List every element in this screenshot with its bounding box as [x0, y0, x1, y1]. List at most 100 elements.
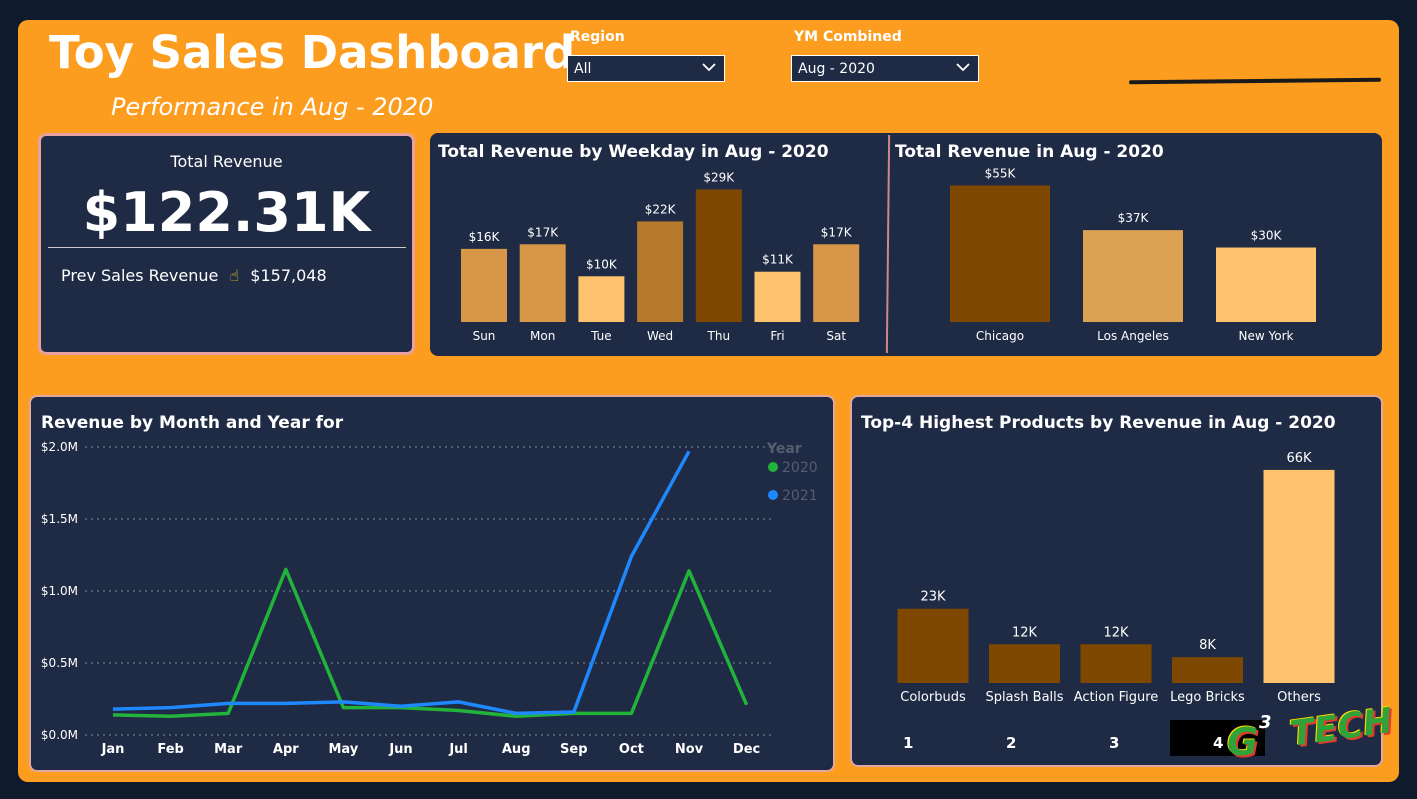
data-label: 8K [1199, 638, 1216, 653]
data-label: $11K [762, 253, 794, 267]
region-slicer[interactable]: All [567, 55, 725, 82]
x-tick-label: Jun [388, 742, 412, 757]
y-tick-label: $0.5M [41, 656, 78, 670]
pointing-up-icon: ☝ [229, 266, 240, 285]
x-tick-label: Mar [214, 742, 243, 757]
category-label: Colorbuds [900, 690, 966, 705]
x-tick-label: Jan [101, 742, 125, 757]
bar-lego-bricks [1172, 657, 1243, 683]
category-label: Lego Bricks [1170, 690, 1245, 705]
category-label: Fri [770, 329, 784, 343]
x-tick-label: Feb [157, 742, 183, 757]
monthly-line-card: Revenue by Month and Year for $0.0M $0.5M… [29, 395, 835, 772]
g3-logo-g: G [1227, 720, 1259, 764]
x-tick-label: Oct [619, 742, 644, 757]
category-label: Others [1277, 690, 1321, 705]
category-label: Action Figure [1074, 690, 1159, 705]
bar-los-angeles [1083, 230, 1183, 322]
x-tick-label: Aug [502, 742, 531, 757]
rank-4-box: 4 [1170, 720, 1265, 756]
bar-thu [695, 189, 742, 322]
x-tick-label: Sep [560, 742, 588, 757]
bar-action-figure [1080, 644, 1152, 683]
revenue-bars-card: Total Revenue by Weekday in Aug - 2020 T… [430, 133, 1382, 356]
bar-others [1263, 469, 1335, 683]
chevron-down-icon [954, 58, 972, 80]
bar-new-york [1216, 247, 1316, 322]
y-tick-label: $2.0M [41, 440, 78, 454]
data-label: $30K [1251, 229, 1283, 243]
category-label: Chicago [976, 329, 1024, 343]
line-chart-title: Revenue by Month and Year for [41, 413, 344, 433]
bar-chicago [950, 185, 1050, 322]
kpi-value: $122.31K [82, 181, 371, 244]
data-label: $17K [527, 225, 559, 239]
monthly-line-chart: $0.0M $0.5M $1.0M $1.5M $2.0M Jan Feb Mar Apr May… [41, 440, 818, 757]
chevron-down-icon [700, 58, 718, 80]
kpi-label: Total Revenue [170, 152, 283, 171]
x-tick-label: Nov [675, 742, 704, 757]
category-label: Sun [473, 329, 496, 343]
legend-label-2021: 2021 [782, 488, 818, 504]
city-bar-chart: $55K Chicago $37K Los Angeles $30K New York [950, 166, 1316, 343]
bar-mon [519, 244, 566, 322]
category-label: Splash Balls [985, 690, 1063, 705]
series-line-2021 [112, 450, 691, 716]
kpi-card: Total Revenue $122.31K Prev Sales Revenu… [38, 133, 415, 355]
kpi-divider [48, 247, 406, 248]
products-bar-chart: 23K Colorbuds 12K Splash Balls 12K Action Fig… [897, 451, 1335, 705]
data-label: 12K [1012, 625, 1038, 640]
products-card: Top-4 Highest Products by Revenue in Aug… [850, 395, 1383, 767]
prev-revenue-label: Prev Sales Revenue [61, 266, 219, 285]
category-label: Tue [590, 329, 612, 343]
bar-splash-balls [989, 644, 1060, 683]
weekday-bar-chart: $16K Sun $17K Mon $10K Tue $22K Wed $29K Thu $11K F… [461, 170, 860, 343]
rank-2: 2 [1006, 734, 1017, 752]
city-chart-title: Total Revenue in Aug - 2020 [895, 142, 1164, 162]
legend-label-2020: 2020 [782, 460, 818, 476]
legend-title: Year [766, 441, 802, 457]
x-tick-label: Apr [273, 742, 299, 757]
data-label: 66K [1286, 451, 1312, 466]
g3-logo-sup: 3 [1259, 712, 1272, 733]
prev-revenue-value: $157,048 [250, 266, 327, 285]
bar-wed [637, 221, 684, 322]
weekday-chart-title: Total Revenue by Weekday in Aug - 2020 [438, 142, 829, 162]
data-label: $17K [821, 225, 853, 239]
category-label: New York [1239, 329, 1294, 343]
x-tick-label: Jul [448, 742, 468, 757]
region-slicer-label: Region [570, 29, 625, 45]
category-label: Wed [647, 329, 673, 343]
bar-colorbuds [897, 608, 969, 683]
ym-slicer-value: Aug - 2020 [798, 61, 875, 77]
bar-sat [813, 244, 860, 322]
data-label: $29K [703, 170, 735, 184]
page-subtitle: Performance in Aug - 2020 [111, 93, 434, 121]
prev-revenue: Prev Sales Revenue ☝ $157,048 [61, 266, 327, 285]
category-label: Los Angeles [1097, 329, 1169, 343]
ym-slicer-label: YM Combined [794, 29, 902, 45]
x-tick-label: Dec [733, 742, 760, 757]
bar-tue [578, 276, 625, 322]
x-tick-label: May [329, 742, 359, 757]
data-label: $16K [469, 230, 501, 244]
rank-4: 4 [1213, 734, 1224, 752]
y-tick-label: $1.5M [41, 512, 78, 526]
category-label: Mon [530, 329, 555, 343]
series-line-2020 [112, 567, 749, 719]
products-chart-title: Top-4 Highest Products by Revenue in Aug… [861, 413, 1336, 433]
data-label: 12K [1103, 625, 1129, 640]
page-title: Toy Sales Dashboard [49, 26, 576, 79]
region-slicer-value: All [574, 61, 592, 77]
y-tick-label: $0.0M [41, 728, 78, 742]
ym-slicer[interactable]: Aug - 2020 [791, 55, 979, 82]
category-label: Thu [707, 329, 731, 343]
data-label: $55K [985, 166, 1017, 180]
bar-fri [754, 271, 801, 322]
bar-sun [461, 248, 507, 322]
rank-3: 3 [1109, 734, 1120, 752]
legend-marker-2020 [768, 462, 778, 472]
data-label: $10K [586, 257, 618, 271]
rank-1: 1 [903, 734, 914, 752]
data-label: 23K [920, 590, 946, 605]
